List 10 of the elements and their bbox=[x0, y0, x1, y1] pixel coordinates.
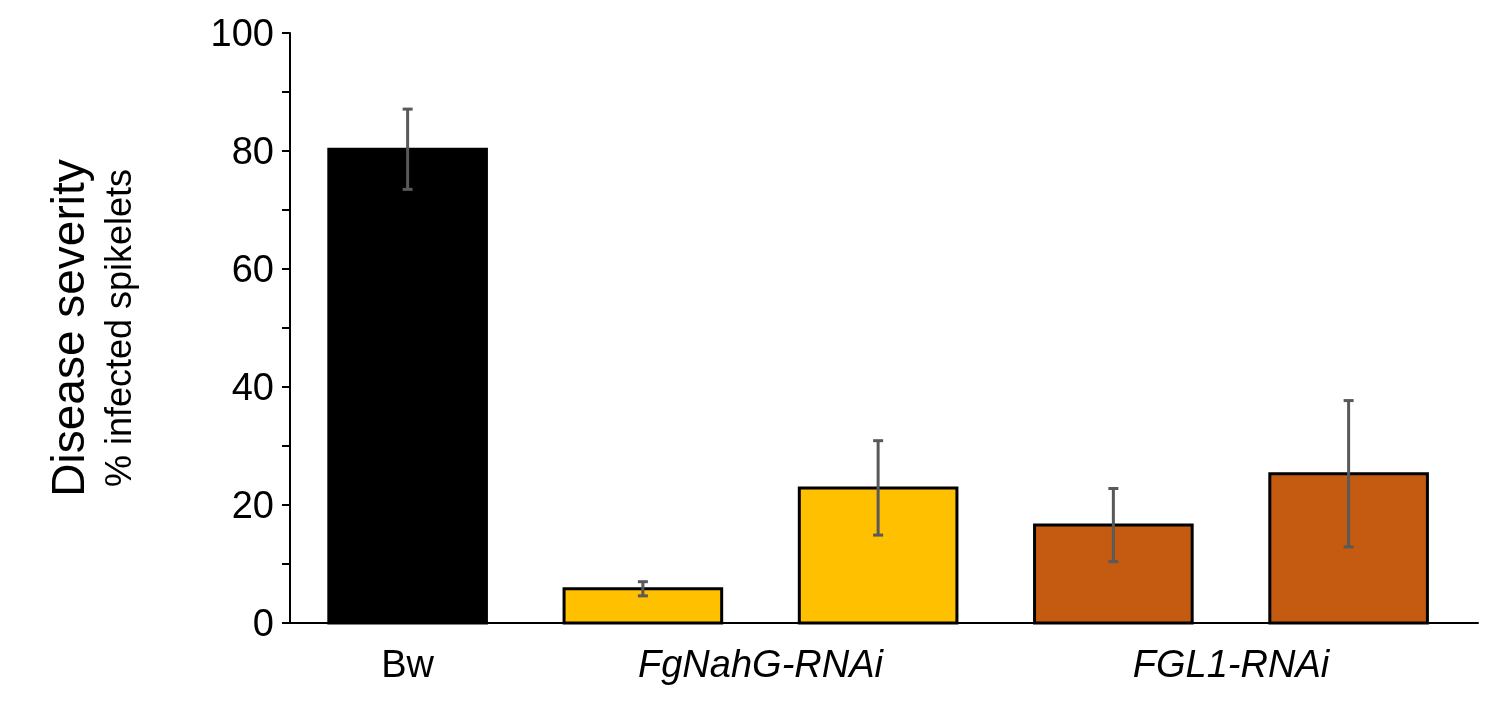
x-tick-label: FgNahG-RNAi bbox=[638, 643, 885, 685]
y-tick-label: 80 bbox=[231, 130, 274, 172]
y-tick-label: 0 bbox=[252, 602, 274, 644]
y-tick-label: 100 bbox=[210, 12, 274, 54]
y-axis-title: Disease severity % infected spikelets bbox=[42, 159, 139, 497]
y-tick-label: 20 bbox=[231, 484, 274, 526]
x-tick-label: FGL1-RNAi bbox=[1132, 643, 1331, 685]
x-tick-label: Bw bbox=[381, 643, 435, 685]
y-tick-label: 60 bbox=[231, 248, 274, 290]
y-tick-label: 40 bbox=[231, 366, 274, 408]
